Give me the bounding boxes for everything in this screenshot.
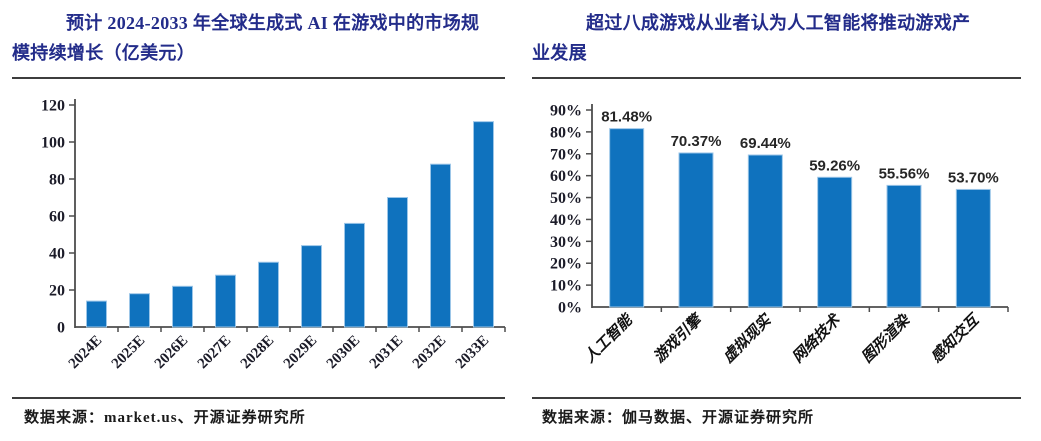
- y-tick-label: 120: [41, 98, 65, 115]
- bar-人工智能: [609, 128, 645, 308]
- left-source-text: 数据来源：market.us、开源证券研究所: [24, 410, 306, 426]
- bar-2028E: [258, 261, 279, 328]
- x-category-label: 人工智能: [581, 310, 637, 366]
- right-title-rule: [532, 77, 1021, 79]
- y-tick-label: 60: [49, 209, 65, 226]
- left-chart-title: 预计 2024-2033 年全球生成式 AI 在游戏中的市场规模持续增长（亿美元…: [12, 13, 480, 63]
- bar-虚拟现实: [747, 154, 783, 308]
- right-source-text: 数据来源：伽马数据、开源证券研究所: [542, 410, 815, 426]
- left-bar-chart: 0 20 40 60 80 100 120 2024E 2025E 2026E 2027E 2028E…: [12, 88, 512, 396]
- y-tick-label: 30%: [550, 234, 582, 251]
- bar-2027E: [215, 274, 236, 328]
- y-tick-label: 90%: [550, 103, 582, 120]
- x-category-label: 2030E: [324, 333, 364, 373]
- x-category-label: 感知交互: [927, 309, 984, 366]
- left-title-rule: [12, 77, 505, 79]
- y-tick-label: 50%: [550, 190, 582, 207]
- y-tick-label: 60%: [550, 168, 582, 185]
- bar-2033E: [473, 121, 494, 328]
- bar-data-label: 70.37%: [671, 133, 722, 150]
- y-tick-label: 10%: [550, 278, 582, 295]
- bar-2029E: [301, 245, 322, 328]
- x-category-label: 图形渲染: [858, 310, 914, 366]
- x-category-label: 2024E: [66, 333, 106, 373]
- y-tick-label: 0: [57, 320, 65, 337]
- y-tick-label: 80%: [550, 124, 582, 141]
- bar-data-label: 69.44%: [740, 135, 791, 152]
- y-tick-label: 0%: [558, 300, 582, 317]
- x-category-label: 2031E: [367, 333, 407, 373]
- x-category-label: 2029E: [281, 333, 321, 373]
- right-source-rule: [532, 397, 1021, 399]
- bar-2031E: [387, 197, 408, 328]
- x-category-label: 2027E: [195, 333, 235, 373]
- y-tick-label: 80: [49, 172, 65, 189]
- bar-2024E: [86, 300, 107, 328]
- x-category-label: 2033E: [453, 333, 493, 373]
- bar-data-label: 55.56%: [879, 165, 930, 182]
- y-tick-label: 20%: [550, 256, 582, 273]
- y-tick-label: 70%: [550, 146, 582, 163]
- bar-图形渲染: [886, 184, 922, 308]
- bar-2025E: [129, 293, 150, 328]
- x-category-label: 2025E: [109, 333, 149, 373]
- y-tick-label: 40: [49, 246, 65, 263]
- left-source-rule: [12, 397, 505, 399]
- bar-2032E: [430, 163, 451, 328]
- bar-data-label: 81.48%: [601, 109, 652, 126]
- bar-data-label: 53.70%: [948, 169, 999, 186]
- bar-游戏引擎: [678, 152, 714, 308]
- bar-2030E: [344, 222, 365, 328]
- y-tick-label: 100: [41, 135, 65, 152]
- practitioner-ai-survey-svg: 0% 10% 20% 30% 40% 50% 60% 70% 80% 90% 人工智能 81.48% 游…: [550, 103, 1009, 367]
- bar-网络技术: [817, 176, 853, 308]
- bar-感知交互: [955, 188, 991, 308]
- x-category-label: 2026E: [152, 333, 192, 373]
- right-chart-title: 超过八成游戏从业者认为人工智能将推动游戏产业发展: [532, 13, 971, 63]
- bar-2026E: [172, 285, 193, 328]
- y-tick-label: 40%: [550, 212, 582, 229]
- genai-gaming-market-svg: 0 20 40 60 80 100 120 2024E 2025E 2026E 2027E 2028E…: [41, 98, 506, 373]
- x-category-label: 网络技术: [788, 310, 845, 367]
- bar-data-label: 59.26%: [809, 157, 860, 174]
- x-category-label: 2032E: [410, 333, 450, 373]
- x-category-label: 虚拟现实: [718, 310, 775, 367]
- right-bar-chart: 0% 10% 20% 30% 40% 50% 60% 70% 80% 90% 人工智能 81.48% 游…: [538, 88, 1022, 396]
- x-category-label: 游戏引擎: [650, 310, 707, 367]
- y-tick-label: 20: [49, 283, 65, 300]
- x-category-label: 2028E: [238, 333, 278, 373]
